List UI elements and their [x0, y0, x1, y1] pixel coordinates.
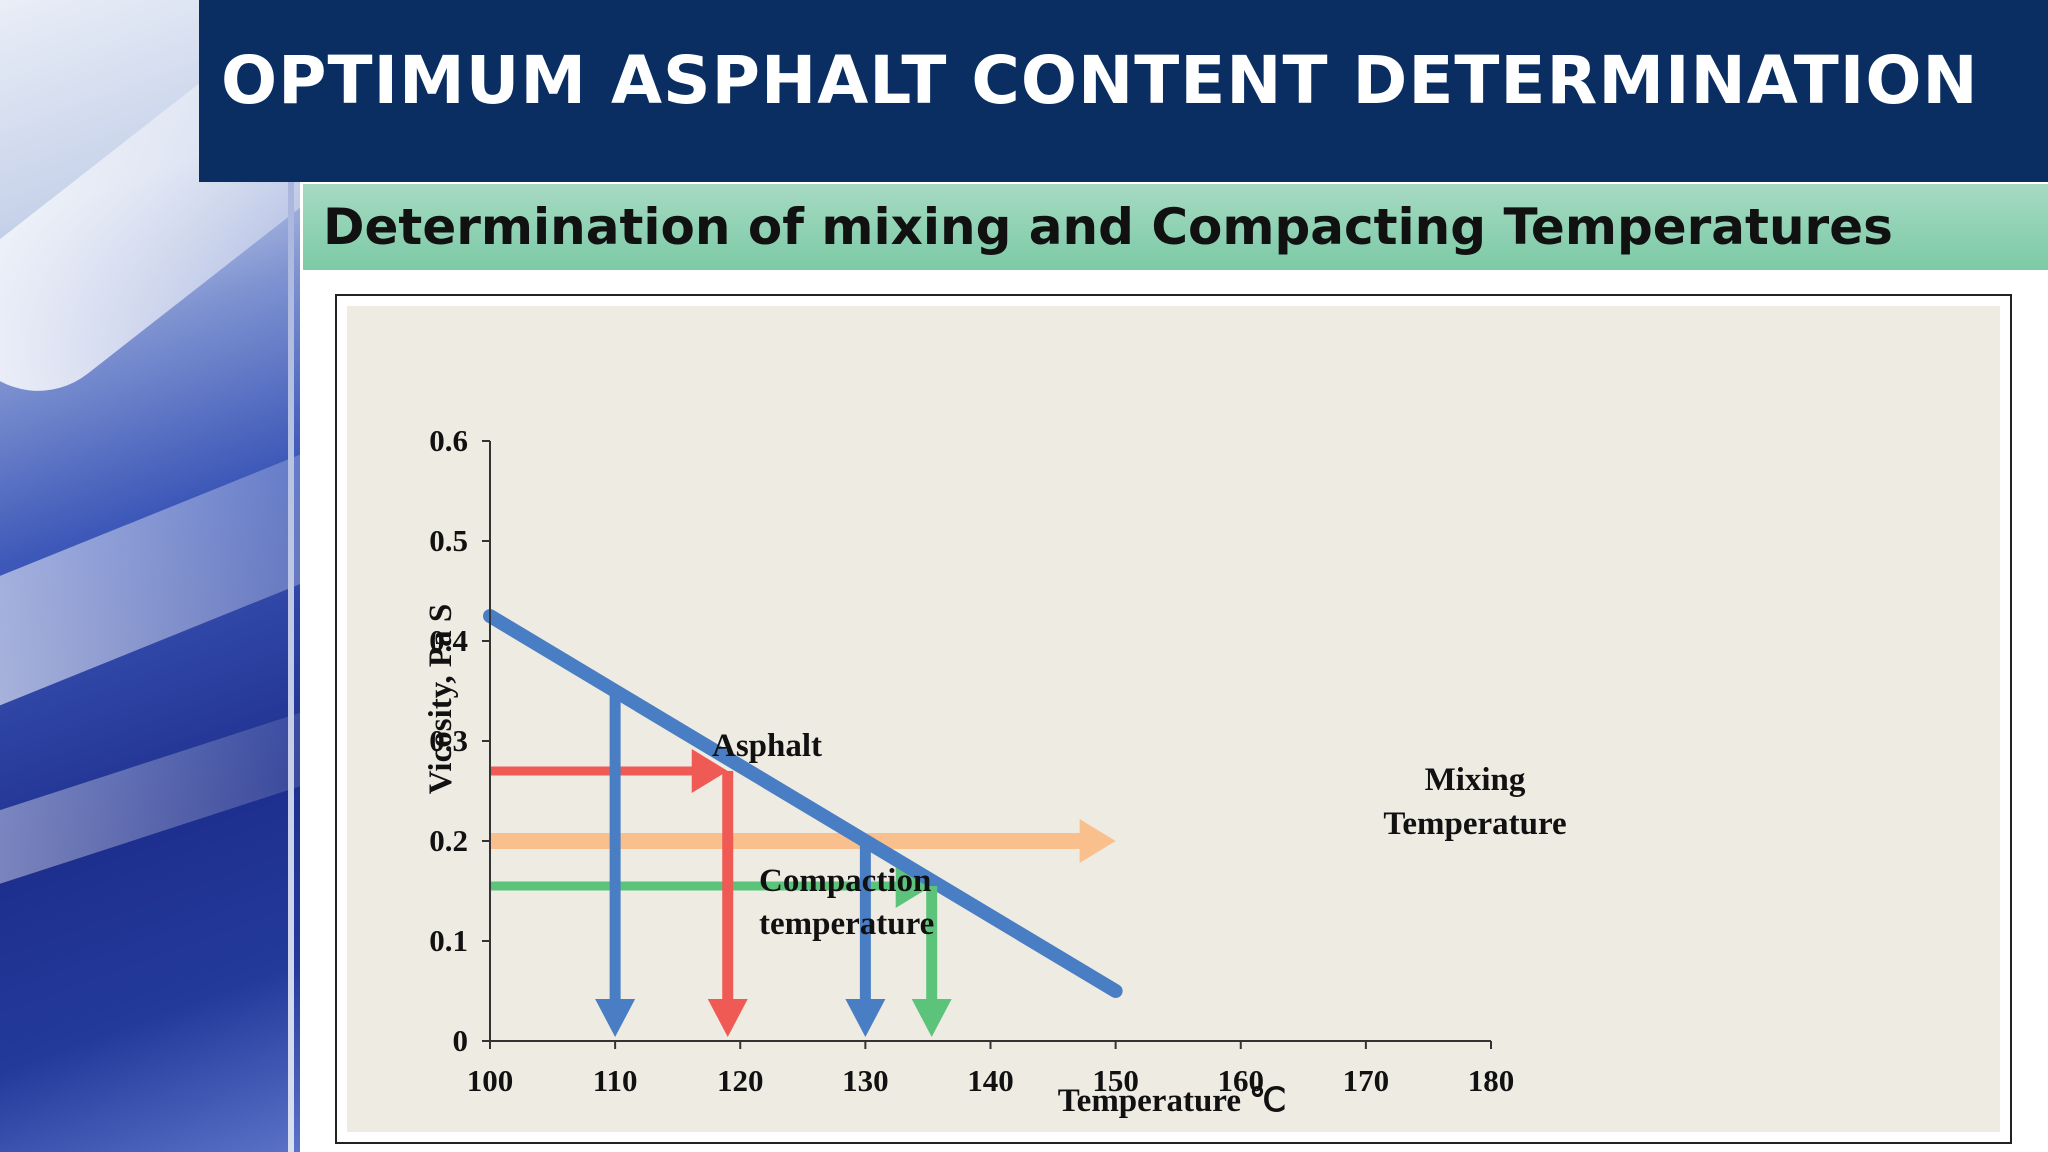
series-line [483, 609, 1123, 998]
x-tick-label: 140 [967, 1063, 1014, 1098]
guide-lines [490, 749, 1116, 908]
y-axis-label: Vicosity, Pa S [423, 604, 459, 794]
decorative-divider [288, 180, 294, 1152]
x-tick-label: 100 [467, 1063, 514, 1098]
subtitle-bar: Determination of mixing and Compacting T… [303, 184, 2048, 270]
y-tick-label: 0.1 [429, 923, 468, 958]
y-tick-label: 0.3 [429, 723, 468, 758]
series-line-asphalt [483, 609, 1123, 998]
mixing-label-line2: Temperature [1383, 806, 1566, 842]
y-tick-labels: 0 0.1 0.2 0.3 0.4 0.5 0.6 [429, 423, 468, 1058]
asphalt-label: Asphalt [712, 728, 822, 764]
x-tick-label: 120 [717, 1063, 764, 1098]
guide-arrow-head [1079, 819, 1116, 863]
mixing-label-line1: Mixing [1425, 762, 1526, 798]
y-tick-label: 0.2 [429, 823, 468, 858]
drop-arrow-head [845, 999, 886, 1037]
x-tick-label: 110 [593, 1063, 638, 1098]
decorative-shine [0, 408, 300, 752]
guide-arrow-head [895, 864, 932, 908]
slide-subtitle: Determination of mixing and Compacting T… [323, 198, 1893, 256]
y-tick-label: 0.6 [429, 423, 468, 458]
compaction-label-line2: temperature [759, 906, 934, 942]
y-tick-label: 0.5 [429, 523, 468, 558]
title-bar: OPTIMUM ASPHALT CONTENT DETERMINATION [199, 0, 2048, 182]
x-tick-label: 160 [1218, 1063, 1265, 1098]
y-tick-label: 0 [453, 1023, 469, 1058]
guide-arrow-head [691, 749, 728, 793]
x-tick-labels: 100 110 120 130 140 150 160 170 180 [467, 1063, 1515, 1098]
drop-arrows [595, 691, 952, 1037]
chart-frame: 100 110 120 130 140 150 160 170 180 0 0.1 0.2 0.3 0.… [335, 294, 2012, 1144]
decorative-background [0, 0, 300, 1152]
slide-title: OPTIMUM ASPHALT CONTENT DETERMINATION [221, 42, 1979, 119]
viscosity-temperature-chart: 100 110 120 130 140 150 160 170 180 0 0.1 0.2 0.3 0.… [347, 306, 2000, 1132]
plot-background [347, 306, 2000, 1132]
x-tick-label: 180 [1468, 1063, 1515, 1098]
x-tick-label: 150 [1092, 1063, 1139, 1098]
x-tick-label: 130 [842, 1063, 889, 1098]
drop-arrow-head [595, 999, 636, 1037]
drop-arrow-head [911, 999, 952, 1037]
x-axis-label: Temperature ℃ [1058, 1083, 1287, 1119]
compaction-label-line1: Compaction [759, 863, 931, 899]
axes [482, 440, 1492, 1049]
drop-arrow-head [707, 999, 748, 1037]
decorative-shine [0, 675, 300, 915]
x-tick-label: 170 [1343, 1063, 1390, 1098]
y-tick-label: 0.4 [429, 623, 468, 658]
